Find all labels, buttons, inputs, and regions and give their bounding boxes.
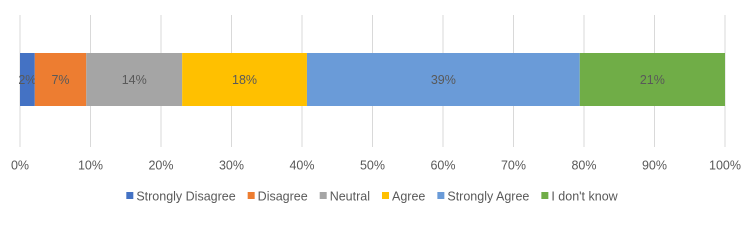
data-label: 14% <box>122 73 147 87</box>
legend-label: Neutral <box>330 189 370 203</box>
bar-segment <box>182 53 307 106</box>
legend-marker <box>437 192 445 199</box>
x-tick-label: 60% <box>430 158 455 172</box>
chart: 0% 10% 20% 30% 40% 50% 60% 70% 80% 90% 100% 2% 7% 14%… <box>11 15 741 203</box>
x-tick-label: 20% <box>148 158 173 172</box>
legend-label: Agree <box>392 189 425 203</box>
data-label: 7% <box>51 73 69 87</box>
x-tick-label: 80% <box>571 158 596 172</box>
legend-marker <box>247 192 255 199</box>
data-label: 21% <box>640 73 665 87</box>
legend-label: Strongly Agree <box>447 189 529 203</box>
x-tick-label: 70% <box>501 158 526 172</box>
bar-segment <box>20 53 35 106</box>
legend-marker <box>382 192 389 199</box>
bar-segment <box>306 53 580 106</box>
data-label: 39% <box>431 73 456 87</box>
bar-segment <box>86 53 183 106</box>
x-tick-label: 50% <box>360 158 385 172</box>
legend: Strongly Disagree Disagree Neutral Agree Str… <box>126 189 619 203</box>
data-label: 18% <box>232 73 257 87</box>
bar-segment <box>34 53 87 106</box>
x-tick-label: 100% <box>709 158 741 172</box>
legend-label: I don't know <box>551 189 618 203</box>
legend-label: Disagree <box>258 189 308 203</box>
legend-marker <box>541 192 549 199</box>
data-label: 2% <box>18 73 36 87</box>
x-tick-label: 10% <box>78 158 103 172</box>
bar-segment <box>579 53 725 106</box>
legend-marker <box>126 192 134 199</box>
legend-marker <box>319 192 327 199</box>
x-tick-label: 30% <box>219 158 244 172</box>
legend-label: Strongly Disagree <box>136 189 235 203</box>
x-tick-label: 40% <box>289 158 314 172</box>
x-tick-label: 90% <box>642 158 667 172</box>
x-tick-label: 0% <box>11 158 29 172</box>
